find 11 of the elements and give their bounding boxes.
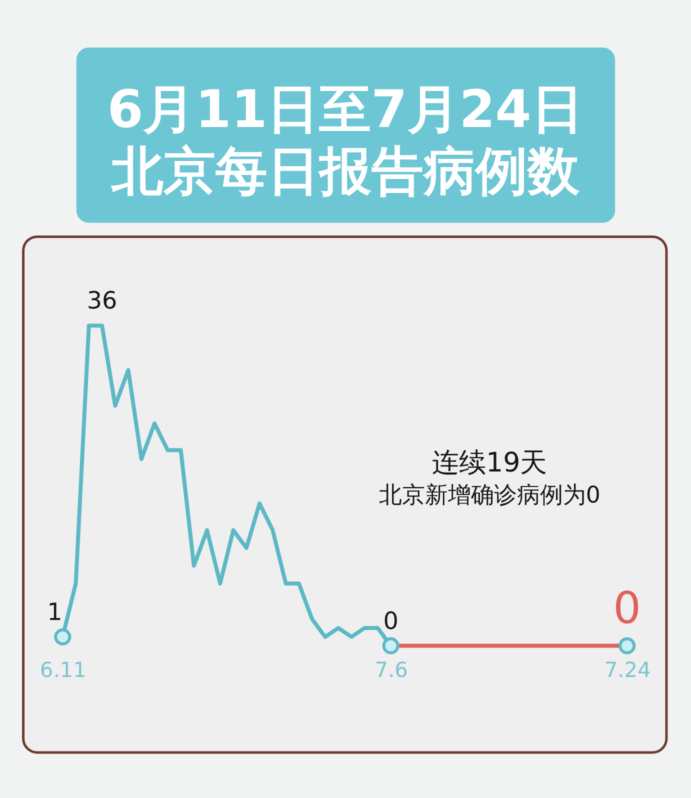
x-tick-label: 6.11 — [40, 658, 86, 682]
data-label: 36 — [86, 286, 118, 315]
data-label: 0 — [383, 606, 398, 635]
annotation: 连续19天 — [432, 448, 548, 479]
chart-subtitle: 北京每日报告病例数 — [110, 142, 580, 202]
x-tick-label: 7.24 — [604, 658, 651, 682]
data-label: 1 — [47, 598, 62, 626]
chart-title: 6月11日至7月24日 — [107, 80, 584, 140]
x-tick-label: 7.6 — [374, 658, 408, 682]
data-label: 0 — [613, 582, 642, 634]
annotation: 北京新增确诊病例为0 — [378, 482, 600, 509]
